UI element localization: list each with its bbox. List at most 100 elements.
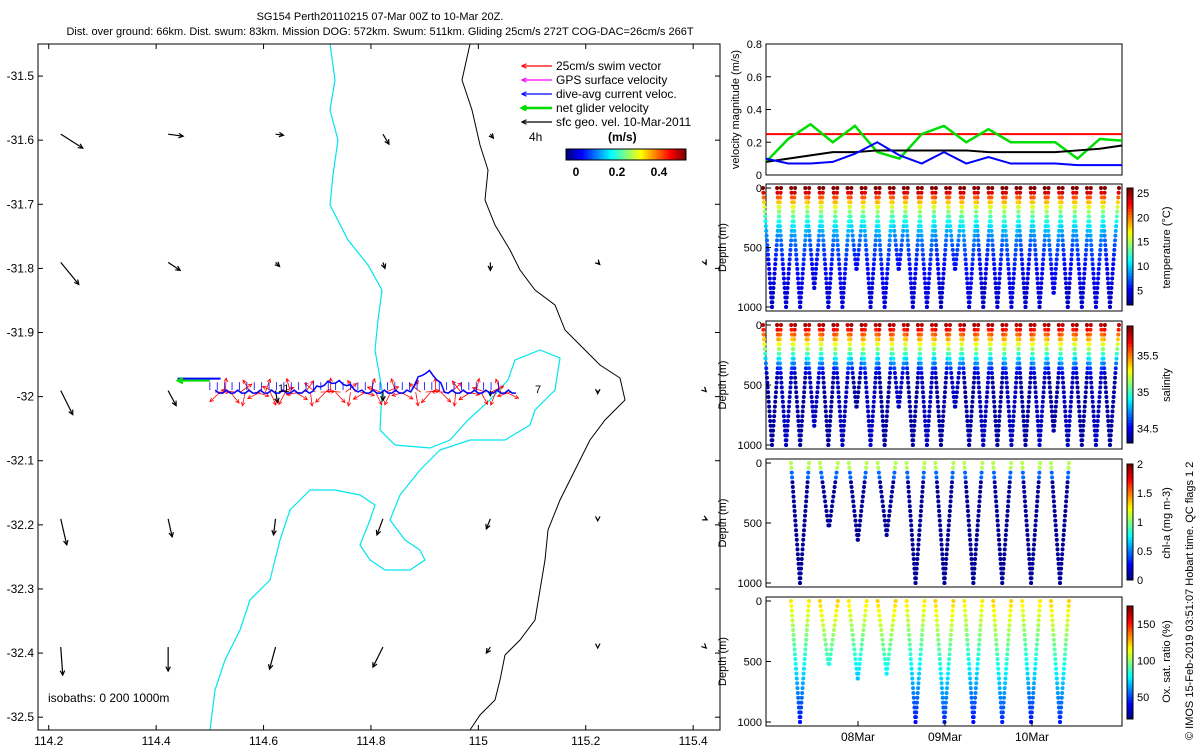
profile-point [917,528,922,533]
profile-point [1035,419,1040,423]
profile-point [975,361,980,366]
profile-point [933,371,938,375]
profile-colorbar-tick: 35 [1137,387,1149,399]
profile-point [873,375,878,380]
geo-velocity-arrow-head [380,263,387,270]
profile-point [852,513,857,518]
profile-point [906,380,911,385]
profile-point [1003,533,1008,537]
profile-point [767,414,772,419]
profile-point [768,419,773,423]
profile-point [920,390,925,395]
profile-point [997,419,1002,423]
profile-point [964,489,969,494]
profile-point [1068,409,1073,414]
profile-point [907,504,912,509]
profile-point [871,399,876,404]
profile-point [804,200,809,205]
profile-point [807,186,812,190]
swim-vector-arrow [490,385,504,393]
profile-point [1006,266,1011,271]
profile-point [908,657,913,662]
profile-point [876,470,881,475]
profile-point [982,423,987,428]
profile-point [772,409,777,414]
profile-point [790,613,795,618]
profile-point [1023,305,1028,309]
profile-point [855,399,860,404]
profile-point [823,504,828,509]
velocity-series-1 [765,122,1123,163]
profile-point [887,647,892,652]
profile-point [1056,700,1061,705]
profile-point [780,262,785,267]
profile-point [809,390,814,395]
swim-vector-arrow [247,391,261,399]
profile-point [1061,676,1066,681]
profile-point [950,480,955,485]
profile-point [969,695,974,700]
profile-point [907,499,912,504]
profile-point [1049,470,1054,475]
profile-colorbar-tick: 2 [1137,459,1143,471]
profile-point [900,233,905,238]
profile-point [938,533,943,537]
profile-point [824,276,829,281]
profile-point [992,404,997,409]
profile-point [905,475,910,480]
profile-point [962,375,967,380]
profile-point [1033,657,1038,662]
profile-point [943,385,948,390]
profile-point [979,470,984,475]
profile-point [845,233,850,238]
profile-point [792,647,797,652]
profile-point [1014,233,1019,238]
profile-point [950,247,955,252]
swim-vector-arrow-head [499,385,505,390]
profile-point [865,266,870,271]
profile-point [972,332,977,337]
profile-point [1063,271,1068,276]
profile-point [846,195,851,200]
profile-point [859,186,864,190]
profile-point [973,552,978,557]
profile-point [1022,637,1027,642]
legend-arrow-3-head [519,104,528,112]
profile-point [1004,233,1009,238]
profile-point [947,513,952,518]
profile-point [1052,652,1057,657]
profile-point [1055,552,1060,557]
profile-point [981,305,986,309]
profile-point [1067,461,1071,465]
profile-point [1066,428,1071,433]
profile-xtick-label: 10Mar [1015,730,1049,744]
profile-colorbar-swatch [1127,673,1133,678]
profile-point [817,366,822,371]
profile-point [920,494,925,499]
profile-point [953,399,958,404]
profile-point [831,327,836,332]
profile-point [914,399,919,404]
profile-point [831,371,836,375]
profile-point [1013,390,1018,395]
profile-point [938,523,943,528]
profile-point [1074,186,1079,190]
profile-point [1113,228,1118,233]
profile-point [829,504,834,509]
profile-point [801,676,806,681]
profile-point [1041,390,1046,395]
profile-point [1064,423,1069,428]
swim-vector-arrow-head [315,398,320,403]
profile-point [971,380,976,385]
profile-point [1071,195,1076,200]
profile-point [881,285,886,290]
profile-colorbar-swatch [1127,704,1133,709]
profile-point [961,371,966,375]
profile-point [950,613,955,618]
profile-point [763,224,768,229]
profile-point [1108,433,1113,438]
profile-point [992,262,997,267]
profile-point [862,623,867,628]
swim-vector-arrow [440,391,451,403]
profile-point [948,642,953,647]
